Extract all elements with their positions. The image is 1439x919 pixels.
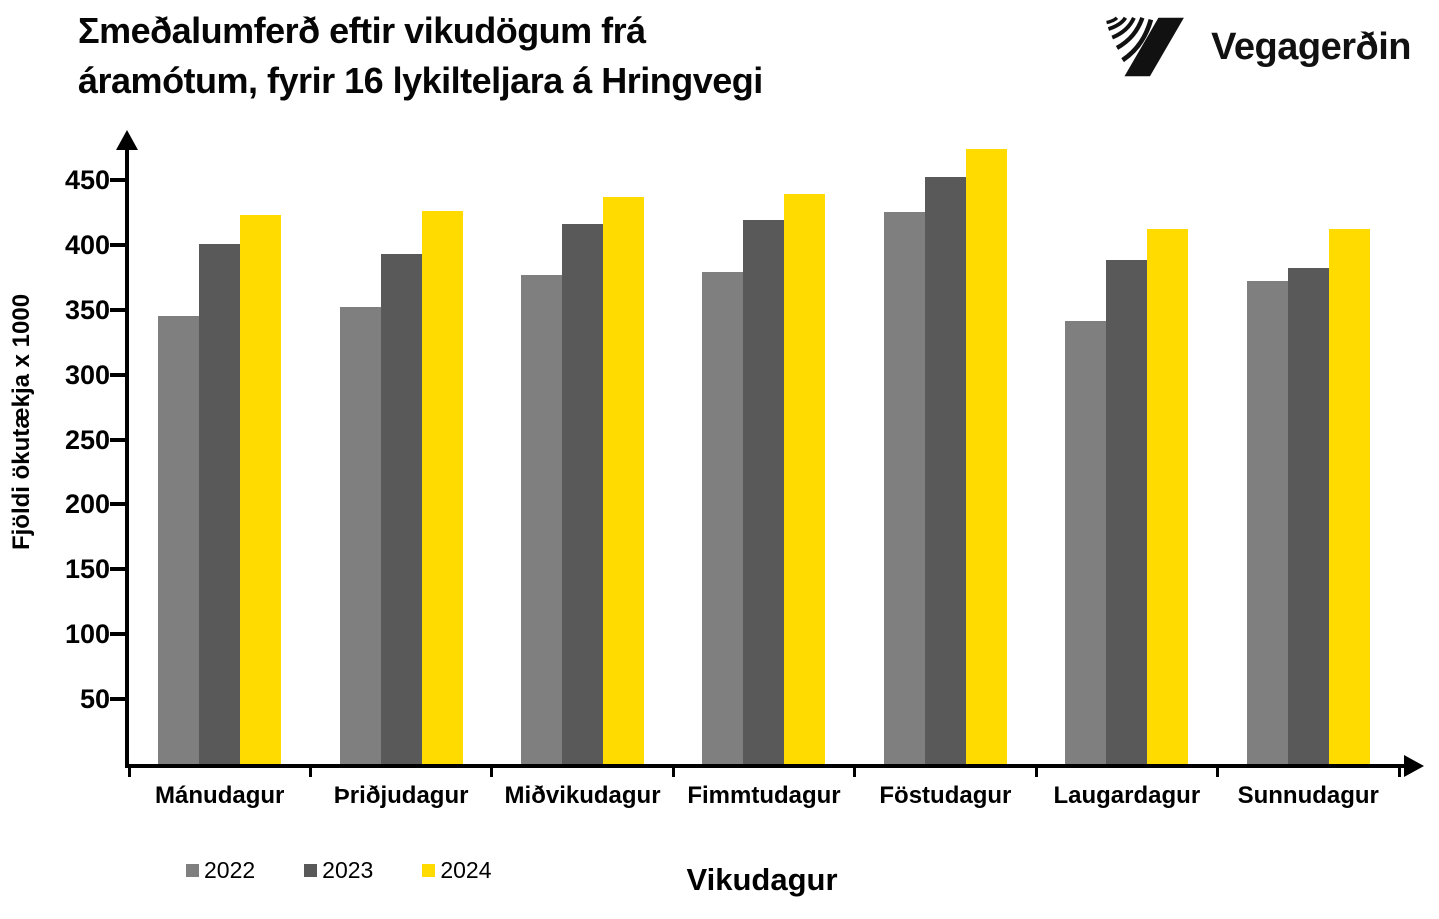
x-category-label: Fimmtudagur bbox=[687, 782, 841, 809]
bar-2024 bbox=[1328, 229, 1370, 764]
bar-2022 bbox=[1246, 281, 1288, 764]
bar-group-6 bbox=[1036, 141, 1217, 764]
bar-group-4 bbox=[673, 141, 854, 764]
y-tick-mark bbox=[110, 307, 125, 312]
y-tick-mark bbox=[110, 502, 125, 507]
vegagerdin-logo: Vegagerðin bbox=[1101, 14, 1411, 80]
y-tick-mark bbox=[110, 697, 125, 702]
bar-2024 bbox=[421, 211, 463, 764]
bar-2023 bbox=[380, 253, 422, 764]
bar-2024 bbox=[240, 214, 282, 764]
x-tick-mark bbox=[671, 766, 675, 777]
y-tick-mark bbox=[110, 567, 125, 572]
bar-2022 bbox=[883, 212, 925, 764]
x-axis-title: Vikudagur bbox=[686, 862, 838, 897]
chart-title-line1: Σmeðalumferð eftir vikudögum frá bbox=[78, 10, 646, 51]
y-tick-label: 200 bbox=[64, 489, 110, 520]
x-category-label: Föstudagur bbox=[879, 782, 1012, 809]
legend-swatch-icon bbox=[422, 864, 436, 877]
x-axis-arrow-icon bbox=[1404, 755, 1424, 777]
bar-2024 bbox=[603, 196, 645, 764]
y-tick-mark bbox=[110, 242, 125, 247]
plot-area bbox=[129, 141, 1399, 764]
legend-item-2022: 2022 bbox=[186, 857, 255, 884]
bar-2024 bbox=[965, 148, 1007, 764]
x-tick-mark bbox=[1397, 766, 1401, 777]
x-tick-mark bbox=[1034, 766, 1038, 777]
x-tick-mark bbox=[853, 766, 857, 777]
legend-item-2023: 2023 bbox=[304, 857, 373, 884]
y-tick-label: 350 bbox=[64, 294, 110, 325]
x-category-label: Þriðjudagur bbox=[333, 782, 469, 809]
y-tick-label: 150 bbox=[64, 554, 110, 585]
legend-item-2024: 2024 bbox=[422, 857, 492, 884]
x-category-label: Mánudagur bbox=[155, 782, 285, 809]
chart-title-line2: áramótum, fyrir 16 lykilteljara á Hringv… bbox=[78, 59, 763, 101]
x-category-label: Sunnudagur bbox=[1237, 782, 1379, 809]
bar-2023 bbox=[743, 220, 785, 764]
legend-swatch-icon bbox=[304, 864, 318, 877]
bar-2024 bbox=[784, 194, 826, 764]
bar-2024 bbox=[1147, 229, 1189, 764]
bar-group-3 bbox=[492, 141, 673, 764]
y-tick-label: 300 bbox=[64, 359, 110, 390]
x-tick-mark bbox=[1216, 766, 1220, 777]
bar-2022 bbox=[702, 272, 744, 764]
x-tick-mark bbox=[127, 766, 131, 777]
legend-swatch-icon bbox=[186, 864, 199, 877]
y-tick-label: 100 bbox=[64, 619, 110, 650]
bar-group-5 bbox=[855, 141, 1036, 764]
y-axis-title: Fjöldi ökutækja x 1000 bbox=[8, 293, 35, 551]
x-tick-mark bbox=[490, 766, 494, 777]
legend-label: 2024 bbox=[440, 857, 492, 883]
bar-2022 bbox=[521, 274, 563, 764]
y-tick-label: 50 bbox=[79, 684, 110, 715]
y-tick-mark bbox=[110, 372, 125, 377]
y-axis-arrow-icon bbox=[116, 130, 138, 150]
x-category-label: Laugardagur bbox=[1053, 782, 1201, 809]
bar-2023 bbox=[1287, 268, 1329, 764]
bar-group-2 bbox=[310, 141, 491, 764]
chart-title: Σmeðalumferð eftir vikudögum frá áramótu… bbox=[78, 6, 763, 105]
y-axis-line bbox=[125, 148, 129, 768]
bar-group-1 bbox=[129, 141, 310, 764]
bar-2022 bbox=[1065, 321, 1107, 764]
x-axis-category-labels: Mánudagur Þriðjudagur Miðvikudagur Fimmtuda… bbox=[129, 782, 1399, 810]
x-category-label: Miðvikudagur bbox=[504, 782, 661, 809]
bar-2023 bbox=[1106, 260, 1148, 764]
y-tick-label: 450 bbox=[64, 164, 110, 195]
y-tick-mark bbox=[110, 437, 125, 442]
y-tick-mark bbox=[110, 632, 125, 637]
vegagerdin-logo-text: Vegagerðin bbox=[1211, 25, 1411, 68]
x-tick-mark bbox=[308, 766, 312, 777]
bar-2023 bbox=[562, 224, 604, 764]
bar-2023 bbox=[199, 243, 241, 764]
legend-label: 2022 bbox=[204, 857, 256, 883]
y-tick-mark bbox=[110, 177, 125, 182]
y-tick-label: 250 bbox=[64, 424, 110, 455]
vegagerdin-logo-icon bbox=[1106, 16, 1185, 77]
legend: 2022 2023 2024 bbox=[186, 857, 492, 884]
bar-group-7 bbox=[1218, 141, 1399, 764]
y-tick-label: 400 bbox=[64, 229, 110, 260]
bar-2022 bbox=[158, 316, 200, 764]
bar-2022 bbox=[339, 307, 381, 764]
bar-2023 bbox=[924, 177, 966, 764]
x-axis-line bbox=[125, 764, 1407, 768]
legend-label: 2023 bbox=[322, 857, 374, 883]
